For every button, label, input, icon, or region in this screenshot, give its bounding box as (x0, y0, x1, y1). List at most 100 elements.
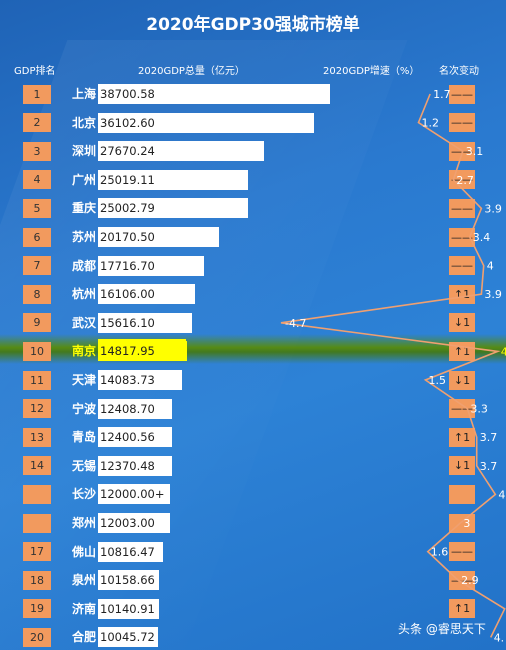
gdp-bar (98, 627, 159, 648)
growth-value-label: 1.6 (431, 546, 449, 559)
gdp-bar (98, 84, 330, 104)
city-label: 杭州 (71, 287, 96, 302)
growth-value-label: 4. (494, 631, 505, 644)
rank-badge: 3 (23, 141, 51, 161)
gdp-value-label: 27670.24 (100, 144, 155, 159)
rank-badge: 13 (23, 427, 51, 447)
rank-badge: 8 (23, 284, 51, 304)
growth-value-label: 3.7 (480, 431, 498, 444)
gdp-bar (98, 312, 192, 333)
rank-change-badge: —— (449, 256, 475, 276)
city-label: 广州 (71, 172, 96, 187)
gdp-bar (98, 398, 173, 419)
gdp-bar (98, 427, 173, 448)
rank-badge: 12 (23, 399, 51, 419)
gdp-value-label: 12003.00 (100, 516, 155, 530)
watermark: 头条 @睿思天下 (398, 620, 486, 637)
city-label: 宁波 (71, 401, 96, 416)
growth-value-label: 3.3 (470, 403, 488, 416)
chart-title: 2020年GDP30强城市榜单 (146, 15, 360, 35)
gdp-value-label: 12370.48 (100, 458, 155, 473)
gdp-bar (98, 370, 183, 390)
rank-change-badge: —— (449, 84, 475, 104)
rank-badge: 1 (23, 84, 51, 104)
header-change: 名次变动 (439, 66, 479, 77)
rank-change-badge: —— (449, 113, 475, 133)
city-label: 北京 (71, 115, 96, 130)
gdp-bar (98, 255, 205, 276)
gdp-bar (98, 455, 173, 476)
city-label: 郑州 (71, 516, 96, 530)
growth-value-label: -4.7 (285, 317, 306, 330)
rank-change-badge: —— (449, 198, 475, 218)
growth-value-label: 3.4 (473, 231, 491, 244)
header-rank: GDP排名 (14, 66, 56, 77)
city-label: 武汉 (71, 315, 96, 330)
rank-change-badge: ↑1 (449, 341, 475, 361)
city-label: 天津 (71, 373, 96, 387)
rank-badge: 10 (23, 341, 51, 361)
rank-change-badge: ↑1 (449, 427, 475, 447)
gdp-bar (98, 341, 187, 362)
growth-value-label: 3.9 (484, 288, 502, 301)
rank-badge: 18 (23, 570, 51, 590)
city-label: 苏州 (71, 230, 96, 244)
gdp-value-label: 17716.70 (100, 258, 155, 273)
rank-badge: 7 (23, 256, 51, 276)
gdp-bar (98, 112, 315, 133)
rank-change-badge: ↓1 (449, 456, 475, 476)
gdp-bar (98, 541, 163, 562)
gdp-value-label: 10816.47 (100, 544, 155, 559)
gdp-bar (98, 484, 170, 505)
growth-value-label: 1.7 (433, 88, 451, 101)
rank-badge: 20 (23, 627, 51, 647)
gdp-value-label: 36102.60 (100, 115, 155, 130)
gdp-value-label: 10045.72 (100, 630, 155, 645)
gdp-value-label: 38700.58 (100, 87, 155, 101)
rank-change-badge (449, 484, 475, 504)
growth-value-label: 3.7 (480, 460, 498, 473)
growth-value-label: 3 (463, 517, 470, 530)
city-label: 佛山 (71, 544, 96, 559)
rank-badge (23, 513, 51, 533)
gdp-value-label: 16106.00 (100, 287, 155, 302)
gdp-value-label: 10140.91 (100, 601, 155, 616)
rank-change-badge: ↑1 (449, 599, 475, 619)
city-label: 济南 (71, 601, 96, 616)
rank-change-badge: —— (449, 570, 475, 590)
gdp-bar (98, 513, 170, 533)
gdp-value-label: 12000.00+ (100, 487, 165, 502)
gdp-value-label: 14083.73 (100, 373, 155, 387)
rank-change-badge: —— (449, 227, 475, 247)
rank-badge (23, 484, 51, 504)
gdp-value-label: 12400.56 (100, 430, 155, 445)
rank-badge: 19 (23, 599, 51, 619)
gdp-bar (98, 141, 264, 162)
growth-value-label: 3.9 (484, 202, 502, 215)
gdp-value-label: 12408.70 (100, 401, 155, 416)
gdp-bar (98, 198, 248, 219)
rank-change-badge: ↓1 (449, 313, 475, 333)
gdp-bar (98, 284, 195, 305)
growth-value-label: 3.1 (466, 145, 484, 158)
rank-badge: 4 (23, 170, 51, 190)
gdp-bar (98, 598, 159, 619)
gdp-value-label: 14817.95 (100, 344, 155, 359)
watermark-text: 头条 @睿思天下 (398, 622, 486, 636)
rank-badge: 17 (23, 542, 51, 562)
gdp-value-label: 25002.79 (100, 201, 155, 216)
rank-change-badge: —— (449, 542, 475, 562)
header-gdp: 2020GDP总量（亿元） (138, 66, 245, 77)
rank-badge: 11 (23, 370, 51, 390)
header-growth: 2020GDP增速（%） (323, 66, 420, 77)
gdp-bar (98, 570, 159, 591)
city-label: 成都 (71, 258, 96, 273)
growth-value-label: 4 (487, 260, 494, 273)
growth-value-label: 4.5 (498, 488, 506, 501)
nanjing-highlight-band (0, 334, 506, 364)
growth-value-label: 2.7 (456, 174, 474, 187)
rank-badge: 2 (23, 113, 51, 133)
city-label: 重庆 (71, 201, 96, 216)
growth-line (280, 93, 506, 638)
